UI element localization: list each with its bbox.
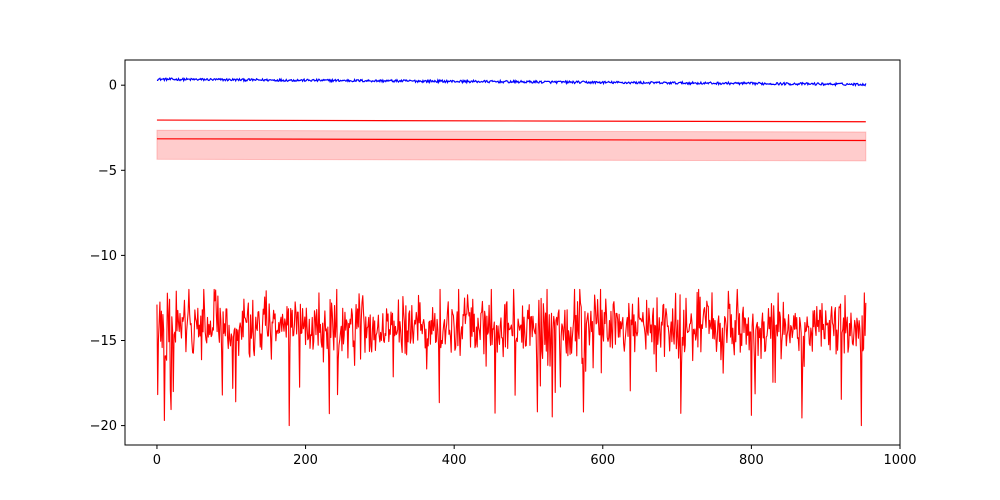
- x-tick-label: 200: [293, 453, 318, 468]
- y-tick-label: 0: [109, 79, 117, 94]
- x-axis: 0 200 400 600 800 1000: [153, 445, 917, 468]
- x-tick-label: 0: [153, 453, 161, 468]
- y-tick-label: −15: [90, 334, 117, 349]
- series-layer: [156, 76, 867, 427]
- y-tick-label: −10: [90, 249, 117, 264]
- series-band-2: [156, 129, 867, 162]
- series-line-2: [156, 138, 866, 142]
- plot-frame: [124, 59, 901, 446]
- plot-background: [125, 60, 900, 445]
- series-line-3: [156, 288, 867, 427]
- x-tick-label: 1000: [883, 453, 916, 468]
- series-line-1: [156, 119, 866, 123]
- y-tick-label: −20: [90, 419, 117, 434]
- y-axis: 0 −5 −10 −15 −20: [90, 79, 125, 434]
- series-line-0: [156, 76, 867, 88]
- x-tick-label: 400: [442, 453, 467, 468]
- y-tick-label: −5: [98, 164, 117, 179]
- x-tick-label: 800: [739, 453, 764, 468]
- x-tick-label: 600: [590, 453, 615, 468]
